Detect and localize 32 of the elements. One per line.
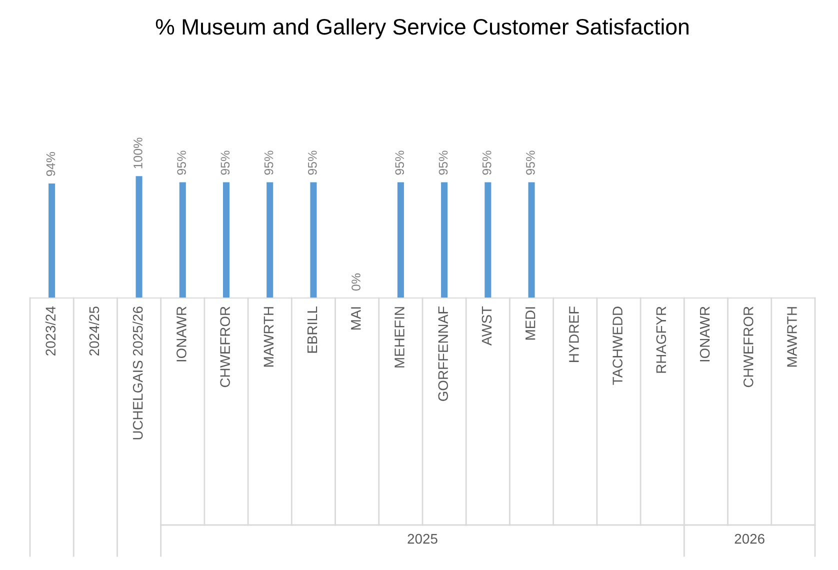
x-tick-label: IONAWR xyxy=(176,306,186,362)
data-label: 95% xyxy=(220,150,230,175)
data-label: 0% xyxy=(352,273,360,291)
data-label: 95% xyxy=(177,150,186,175)
x-tick-label: CHWEFROR xyxy=(743,306,754,388)
x-tick-label: HYDREF xyxy=(569,306,579,362)
x-tick-label: MAI xyxy=(351,307,361,330)
x-tick-label: RHAGFYR xyxy=(656,306,666,373)
data-label: 95% xyxy=(438,150,448,175)
x-tick-label: CHWEFROR xyxy=(220,306,230,388)
data-label: 95% xyxy=(482,150,492,175)
x-tick-label: UCHELGAIS 2025/26 xyxy=(132,306,143,440)
x-tick-label: MAWRTH xyxy=(787,307,797,367)
x-tick-label: 2023/24 xyxy=(45,306,56,356)
x-tick-label: TACHWEDD xyxy=(612,306,622,385)
x-tick-label: AWST xyxy=(482,306,492,346)
data-label: 95% xyxy=(308,150,317,175)
x-tick-label: MAWRTH xyxy=(264,307,274,367)
data-label: 95% xyxy=(264,150,274,175)
text: 2025 xyxy=(408,534,438,544)
x-tick-label: GORFFENNAF xyxy=(438,306,448,401)
text: 2026 xyxy=(734,534,764,544)
data-label: 95% xyxy=(526,150,535,175)
x-tick-label: IONAWR xyxy=(700,306,710,362)
chart-title: % Museum and Gallery Service Customer Satisfaction xyxy=(156,18,688,40)
x-tick-label: MEHEFIN xyxy=(394,307,404,368)
data-label: 95% xyxy=(395,150,404,175)
data-label: 100% xyxy=(134,138,142,168)
x-tick-label: EBRILL xyxy=(308,306,318,353)
data-label: 94% xyxy=(46,152,56,176)
x-tick-label: 2024/25 xyxy=(88,306,100,356)
x-tick-label: MEDI xyxy=(526,307,536,340)
